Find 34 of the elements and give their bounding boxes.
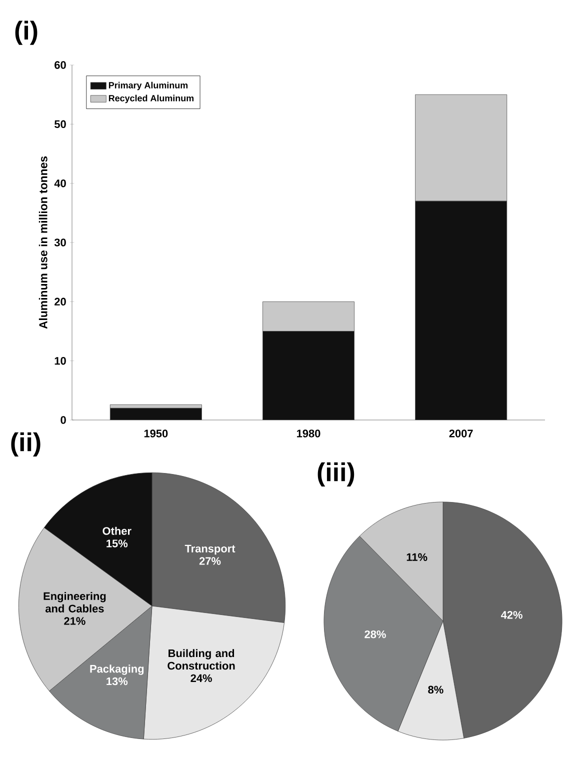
y-tick-label: 40 xyxy=(54,179,66,188)
y-axis-title: Aluminum use in million tonnes xyxy=(38,156,48,329)
data-label: 15% xyxy=(106,540,128,548)
chart-title: (ii) xyxy=(11,432,40,456)
slice-label: Transport xyxy=(184,544,236,555)
data-label: 28% xyxy=(364,630,386,638)
y-tick-label: 10 xyxy=(54,356,66,365)
data-label: 13% xyxy=(106,677,128,686)
slice-label: Other xyxy=(102,526,132,535)
bar xyxy=(415,200,508,420)
bar xyxy=(262,331,354,420)
bar xyxy=(110,408,202,420)
data-label: 42% xyxy=(500,611,522,619)
slice-label: Engineering and Cables xyxy=(44,592,106,612)
y-tick-label: 50 xyxy=(54,120,66,128)
data-label: 11% xyxy=(406,553,428,561)
y-tick-label: 30 xyxy=(54,238,66,246)
x-tick-label: 2007 xyxy=(449,430,473,438)
x-tick-label: 1980 xyxy=(297,430,320,438)
data-label: 24% xyxy=(190,674,212,682)
bar xyxy=(262,301,354,332)
y-tick-label: 20 xyxy=(54,298,66,306)
chart-title: (iii) xyxy=(318,462,354,486)
chart-title: (i) xyxy=(15,20,38,45)
y-tick-label: 60 xyxy=(54,61,66,69)
legend-label: Recycled Aluminum xyxy=(108,94,194,104)
data-label: 27% xyxy=(199,557,221,565)
slice-label: Building and Construction xyxy=(168,649,235,670)
legend-label: Primary Aluminum xyxy=(108,82,188,90)
y-tick-label: 0 xyxy=(60,416,66,424)
data-label: 8% xyxy=(428,686,444,694)
data-label: 21% xyxy=(64,617,86,625)
slice-label: Packaging xyxy=(90,664,144,675)
x-tick-label: 1950 xyxy=(144,430,168,438)
